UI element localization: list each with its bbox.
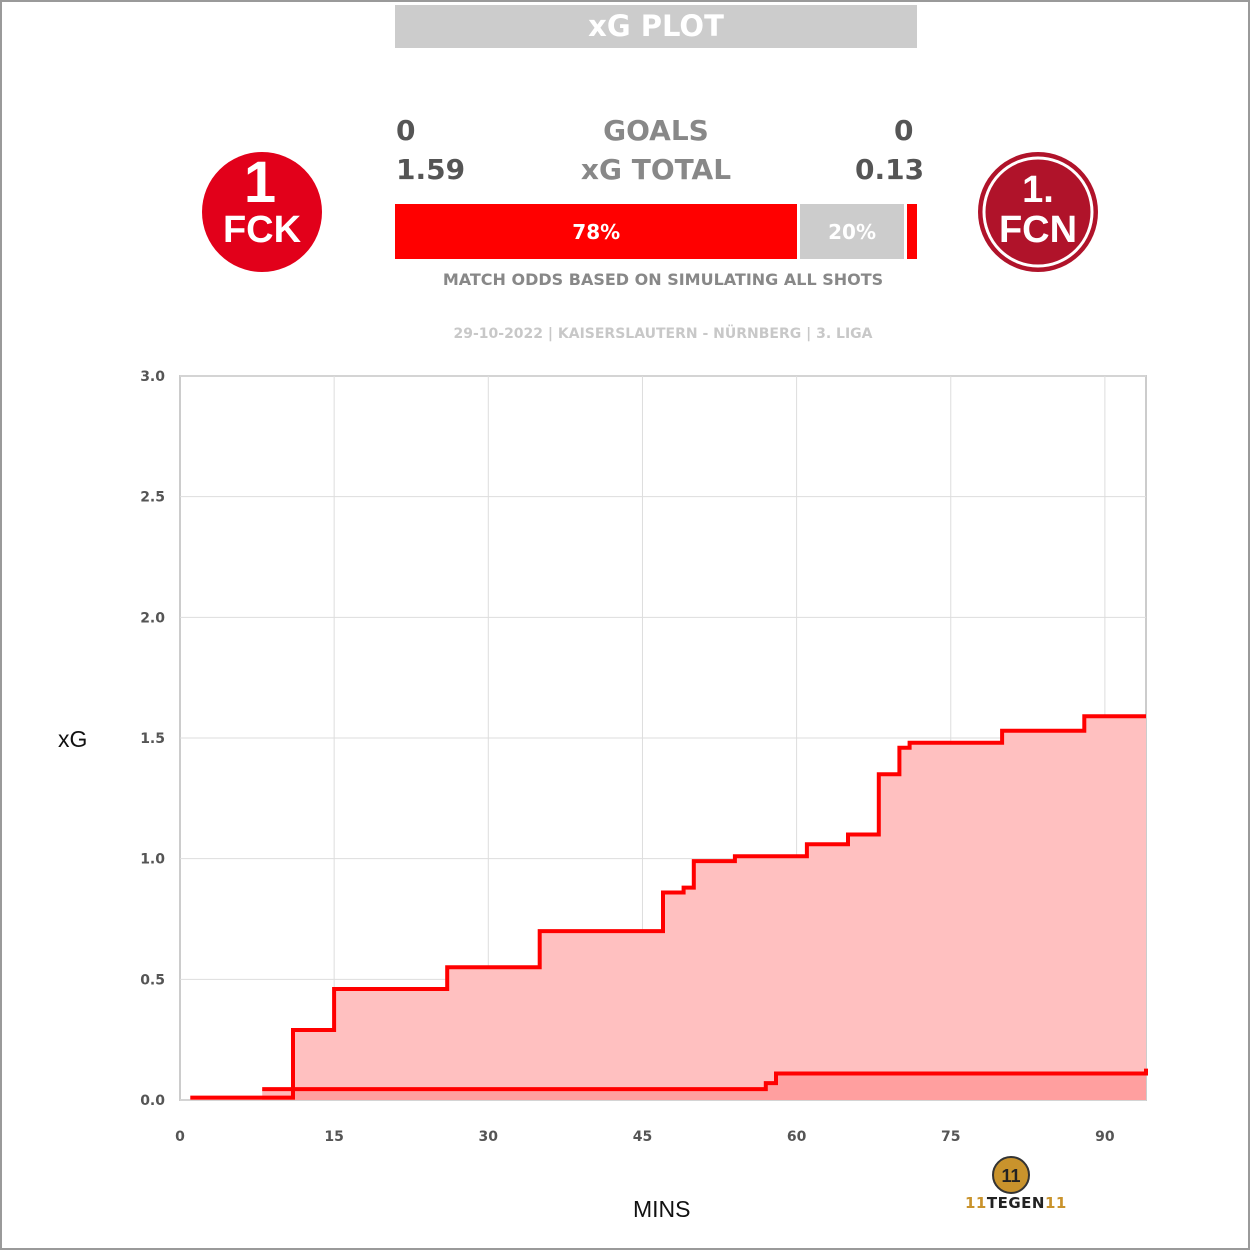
home-crest-top-text: 1 xyxy=(244,150,276,215)
brand-logo-icon: 11 xyxy=(992,1156,1030,1194)
home-xg-total: 1.59 xyxy=(396,153,466,186)
x-axis-title: MINS xyxy=(633,1196,691,1222)
svg-text:11: 11 xyxy=(1001,1166,1020,1186)
xg-total-label: xG TOTAL xyxy=(580,153,732,186)
home-crest-bottom-text: FCK xyxy=(223,209,302,251)
odds-note: MATCH ODDS BASED ON SIMULATING ALL SHOTS xyxy=(442,270,884,289)
away-goals: 0 xyxy=(894,114,914,147)
draw-odds-bar: 20% xyxy=(800,204,904,259)
match-info: 29-10-2022 | KAISERSLAUTERN - NÜRNBERG |… xyxy=(453,326,873,342)
away-xg-total: 0.13 xyxy=(855,153,925,186)
chart-title: xG PLOT xyxy=(395,5,917,48)
y-axis-title: xG xyxy=(58,726,88,752)
away-crest-top-text: 1. xyxy=(1022,169,1054,211)
home-win-odds-bar: 78% xyxy=(395,204,798,259)
brand-logo-text: 11TEGEN11 xyxy=(965,1194,1067,1212)
home-crest-icon: 1 FCK xyxy=(202,150,322,272)
away-win-odds-bar xyxy=(906,204,917,259)
away-crest-icon: 1. FCN xyxy=(978,152,1098,272)
away-crest-bottom-text: FCN xyxy=(999,209,1077,251)
goals-label: GOALS xyxy=(603,114,709,147)
home-goals: 0 xyxy=(396,114,416,147)
